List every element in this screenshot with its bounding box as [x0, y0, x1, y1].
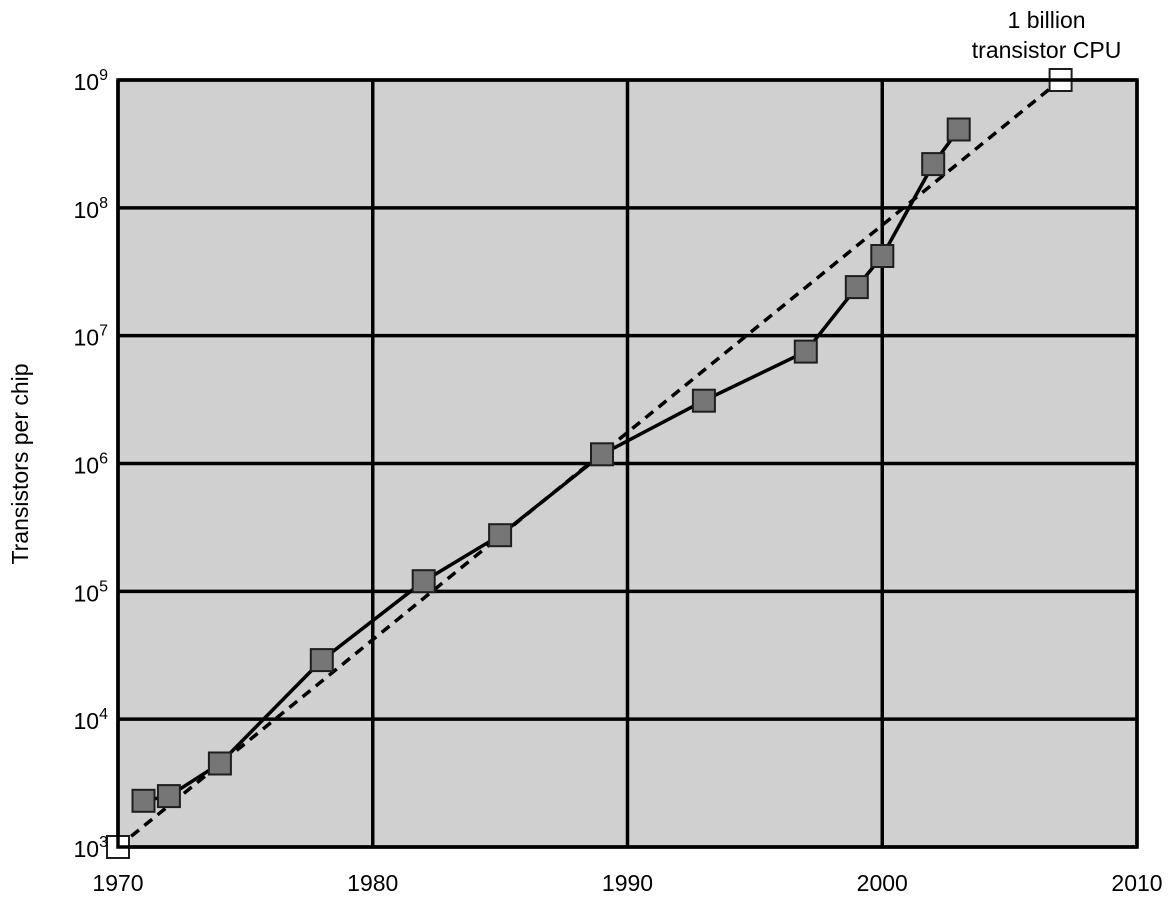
data-marker-1978 [309, 648, 334, 673]
data-marker-2002 [921, 152, 946, 177]
data-marker-1989 [590, 442, 614, 467]
data-marker-2000 [870, 244, 895, 268]
data-marker-1974 [207, 751, 232, 776]
data-marker-1985 [488, 523, 513, 548]
y-axis-tick-labels: 103 104 105 106 107 108 109 [74, 67, 109, 862]
annotation-1-billion-cpu: 1 billion transistor CPU [972, 7, 1122, 63]
y-tick-label-1e9: 109 [74, 67, 109, 95]
y-tick-label-1e8: 108 [74, 195, 109, 223]
x-tick-label-2010: 2010 [1111, 870, 1162, 896]
x-tick-label-1990: 1990 [602, 870, 653, 896]
y-tick-label-1e7: 107 [74, 323, 109, 351]
x-tick-label-1970: 1970 [92, 870, 143, 896]
data-marker-1982 [411, 569, 436, 594]
annotation-line-1: 1 billion [1008, 7, 1086, 33]
data-markers [106, 68, 1073, 859]
y-axis-title: Transistors per chip [7, 363, 33, 564]
data-marker-1993 [691, 388, 716, 413]
plot-frame [116, 78, 1139, 849]
y-tick-label-1e3: 103 [74, 834, 109, 862]
y-tick-label-1e6: 106 [74, 451, 109, 479]
annotation-line-2: transistor CPU [972, 37, 1122, 63]
data-marker-1971 [131, 788, 156, 813]
dashed-trend-line [116, 78, 1062, 849]
x-axis-tick-labels: 1970 1980 1990 2000 2010 [92, 870, 1162, 896]
y-tick-label-1e5: 105 [74, 578, 109, 606]
y-tick-label-1e4: 104 [74, 706, 109, 734]
data-marker-1997 [793, 339, 818, 364]
x-tick-label-2000: 2000 [857, 870, 908, 896]
dashed-trend-polyline [116, 78, 1062, 849]
data-marker-1999 [844, 275, 869, 300]
x-tick-label-1980: 1980 [347, 870, 398, 896]
grid-lines [116, 78, 1139, 849]
data-marker-1972 [156, 784, 181, 809]
data-marker-2003 [946, 117, 971, 142]
